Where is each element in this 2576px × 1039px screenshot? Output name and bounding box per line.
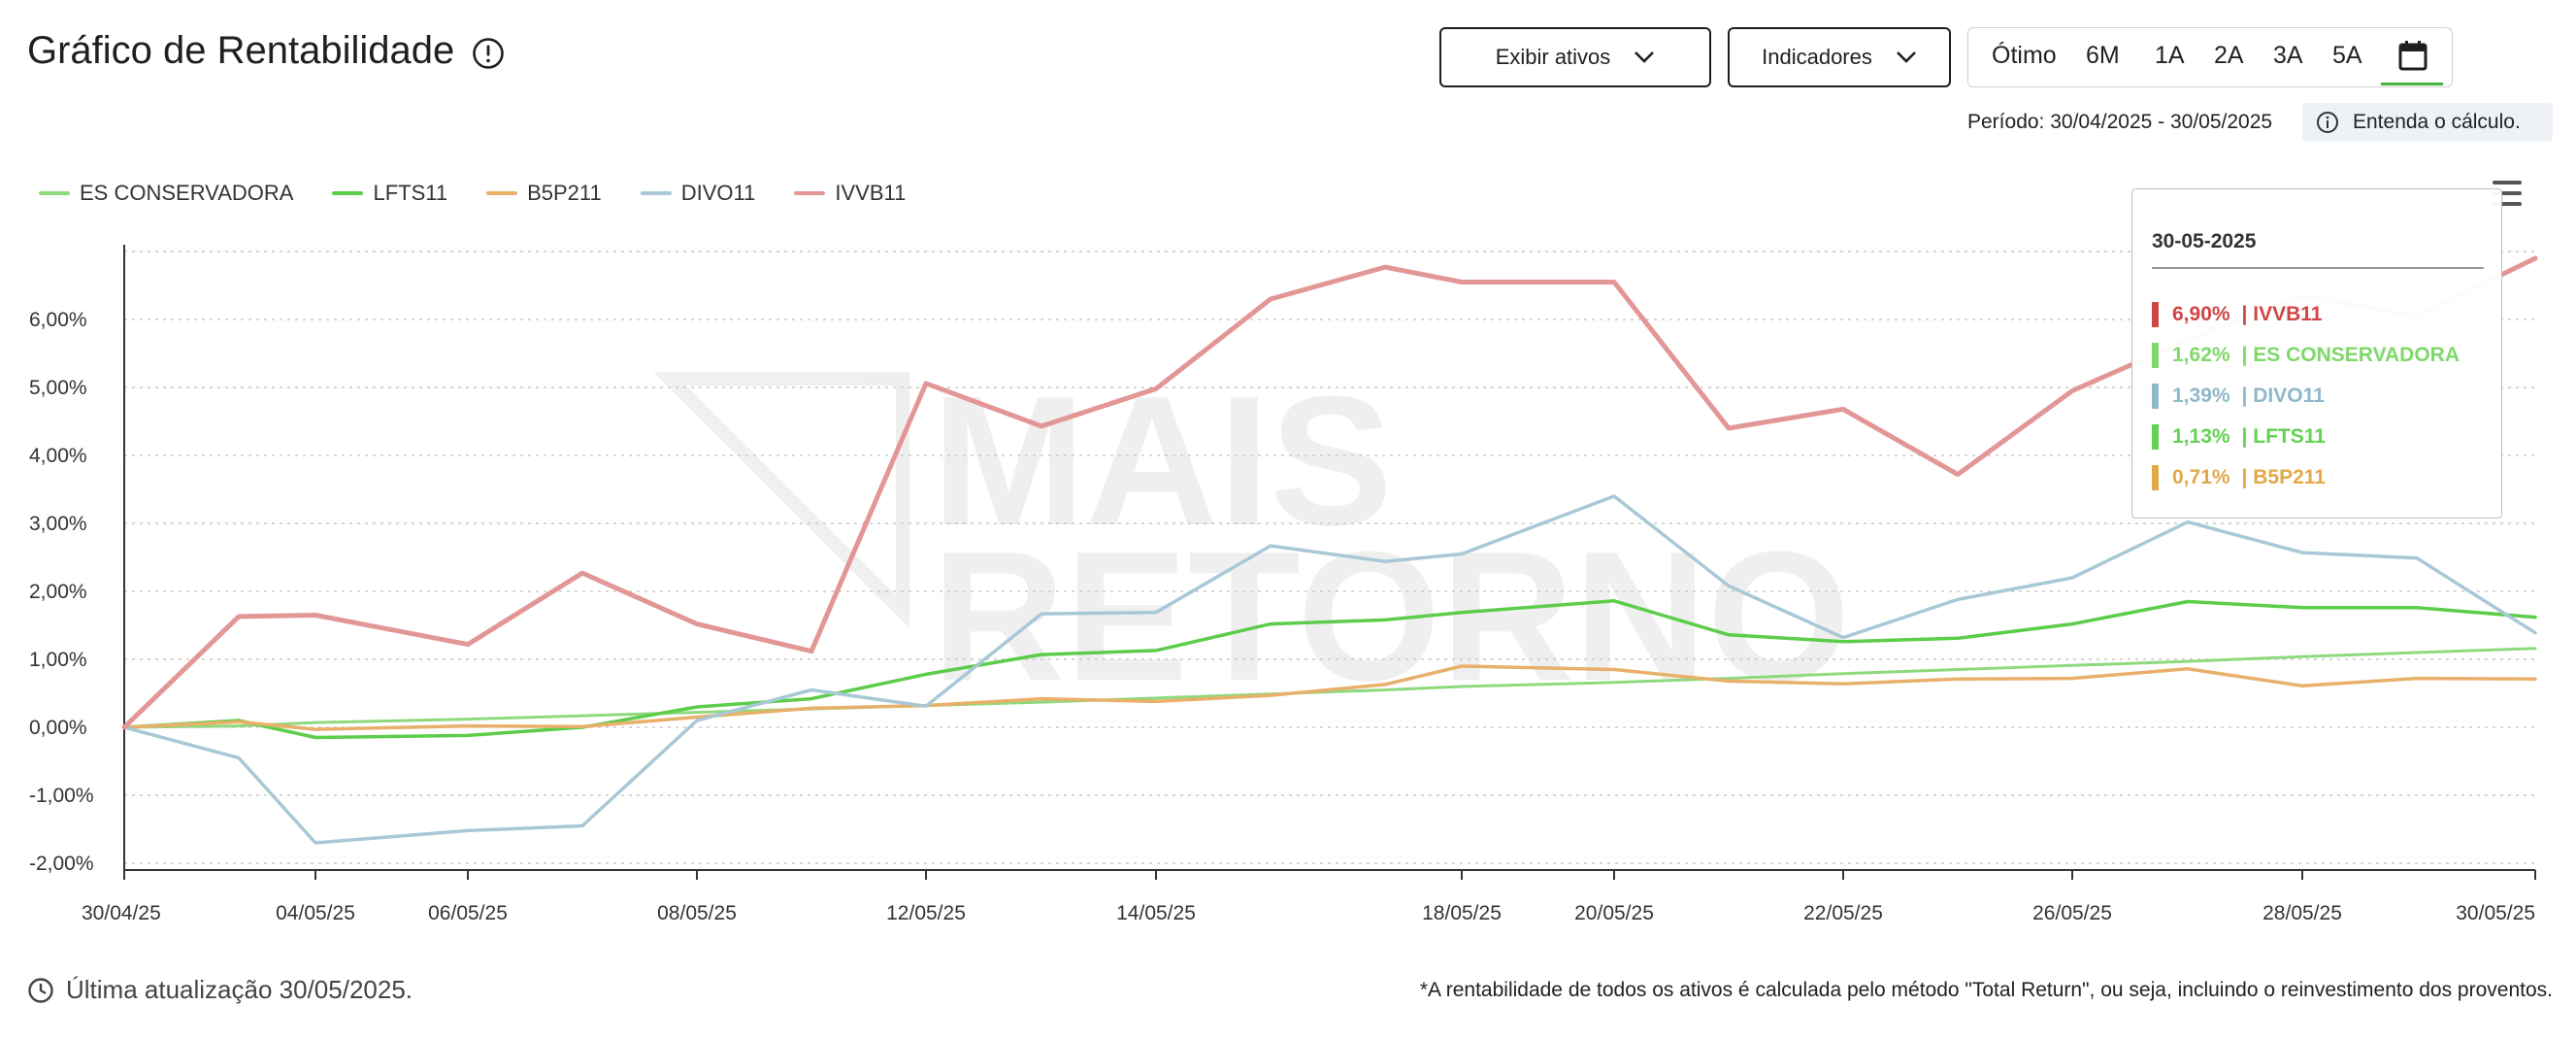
series-line-divo11[interactable] (122, 494, 2537, 845)
tooltip-color-bar (2152, 384, 2159, 409)
tooltip-value: 1,13% (2172, 425, 2230, 448)
y-tick-label: 1,00% (29, 649, 87, 671)
tooltip-row: 0,71% | B5P211 (2152, 465, 2326, 490)
indicators-label: Indicadores (1762, 45, 1872, 69)
clock-icon (28, 977, 53, 1003)
y-tick-label: 5,00% (29, 377, 87, 399)
show-assets-dropdown[interactable]: Exibir ativos (1439, 27, 1711, 87)
watermark-text: RETORNO (932, 514, 1851, 720)
period-3a[interactable]: 3A (2273, 42, 2303, 69)
calendar-icon[interactable] (2398, 40, 2427, 71)
y-tick-label: 0,00% (29, 717, 87, 739)
series-line-es-conservadora[interactable] (122, 647, 2537, 729)
period-1a[interactable]: 1A (2155, 42, 2185, 69)
x-tick-label: 14/05/25 (1116, 902, 1196, 924)
legend-item[interactable]: B5P211 (486, 181, 602, 206)
alert-info-icon[interactable] (472, 37, 505, 70)
chart-tooltip: 30-05-2025 6,90% | IVVB11 1,62% | ES CONSER… (2131, 188, 2502, 519)
tooltip-color-bar (2152, 302, 2159, 327)
series-line-ivvb11[interactable] (121, 255, 2538, 730)
y-tick-label: -1,00% (29, 785, 94, 807)
tooltip-series-name: | ES CONSERVADORA (2241, 344, 2460, 366)
legend-label: B5P211 (527, 181, 602, 205)
calc-info-link[interactable]: Entenda o cálculo. (2302, 103, 2553, 142)
y-tick-label: 6,00% (29, 309, 87, 331)
legend-item[interactable]: IVVB11 (794, 181, 906, 206)
x-tick-label: 26/05/25 (2032, 902, 2112, 924)
y-tick-label: 3,00% (29, 513, 87, 535)
x-tick-label: 22/05/25 (1803, 902, 1883, 924)
tooltip-color-bar (2152, 424, 2159, 450)
last-updated: Última atualização 30/05/2025. (27, 975, 413, 1005)
legend-item[interactable]: DIVO11 (640, 181, 756, 206)
x-tick-label: 28/05/25 (2262, 902, 2342, 924)
tooltip-row: 6,90% | IVVB11 (2152, 302, 2322, 327)
tooltip-series-name: | DIVO11 (2241, 385, 2325, 407)
x-tick-label: 30/04/25 (82, 902, 161, 924)
watermark-logo-shape (653, 372, 909, 628)
last-updated-text: Última atualização 30/05/2025. (66, 975, 413, 1004)
x-tick-label: 30/05/25 (2456, 902, 2535, 924)
chevron-down-icon (1896, 51, 1916, 63)
period-5a[interactable]: 5A (2332, 42, 2362, 69)
series-line-lfts11[interactable] (122, 599, 2537, 740)
legend-swatch (39, 191, 70, 195)
legend-swatch (332, 191, 364, 195)
period-6m[interactable]: 6M (2086, 42, 2120, 69)
y-tick-label: 2,00% (29, 581, 87, 603)
legend-item[interactable]: LFTS11 (332, 181, 447, 206)
tooltip-row: 1,62% | ES CONSERVADORA (2152, 343, 2460, 368)
series-line-b5p211[interactable] (122, 664, 2537, 731)
legend-swatch (794, 191, 826, 195)
x-tick-label: 12/05/25 (886, 902, 966, 924)
y-tick-label: -2,00% (29, 853, 94, 875)
tooltip-series-name: | LFTS11 (2241, 425, 2326, 448)
x-tick-label: 20/05/25 (1574, 902, 1654, 924)
x-tick-label: 18/05/25 (1422, 902, 1502, 924)
tooltip-color-bar (2152, 343, 2159, 368)
legend-label: IVVB11 (835, 181, 907, 205)
tooltip-value: 0,71% (2172, 466, 2230, 488)
legend-label: LFTS11 (373, 181, 448, 205)
tooltip-series-name: | IVVB11 (2241, 303, 2323, 325)
legend-swatch (640, 191, 672, 195)
tooltip-color-bar (2152, 465, 2159, 490)
legend-item[interactable]: ES CONSERVADORA (39, 181, 293, 206)
chart-legend: ES CONSERVADORA LFTS11 B5P211 DIVO11 IVVB11 (39, 181, 944, 206)
x-tick-label: 08/05/25 (657, 902, 737, 924)
tooltip-value: 1,62% (2172, 344, 2230, 366)
active-period-underline (2381, 83, 2443, 85)
tooltip-value: 6,90% (2172, 303, 2230, 325)
page-title: Gráfico de Rentabilidade (27, 29, 455, 72)
tooltip-divider (2152, 267, 2484, 269)
watermark-text: MAIS (932, 358, 1393, 564)
indicators-dropdown[interactable]: Indicadores (1728, 27, 1951, 87)
show-assets-label: Exibir ativos (1495, 45, 1611, 69)
legend-swatch (486, 191, 518, 195)
chevron-down-icon (1635, 51, 1655, 63)
tooltip-series-name: | B5P211 (2241, 466, 2326, 488)
legend-label: ES CONSERVADORA (80, 181, 294, 205)
legend-label: DIVO11 (680, 181, 756, 205)
info-icon (2317, 112, 2338, 133)
y-tick-label: 4,00% (29, 445, 87, 467)
total-return-note: *A rentabilidade de todos os ativos é ca… (1419, 979, 2553, 1001)
calc-info-label: Entenda o cálculo. (2353, 111, 2521, 133)
period-selector: Ótimo 6M 1A 2A 3A 5A (1967, 27, 2453, 87)
tooltip-date: 30-05-2025 (2152, 230, 2257, 252)
tooltip-row: 1,13% | LFTS11 (2152, 424, 2326, 450)
period-2a[interactable]: 2A (2214, 42, 2244, 69)
x-tick-label: 06/05/25 (428, 902, 508, 924)
tooltip-value: 1,39% (2172, 385, 2230, 407)
tooltip-row: 1,39% | DIVO11 (2152, 384, 2325, 409)
period-range: Período: 30/04/2025 - 30/05/2025 (1967, 111, 2273, 133)
x-tick-label: 04/05/25 (276, 902, 355, 924)
period-otimo[interactable]: Ótimo (1992, 42, 2057, 69)
